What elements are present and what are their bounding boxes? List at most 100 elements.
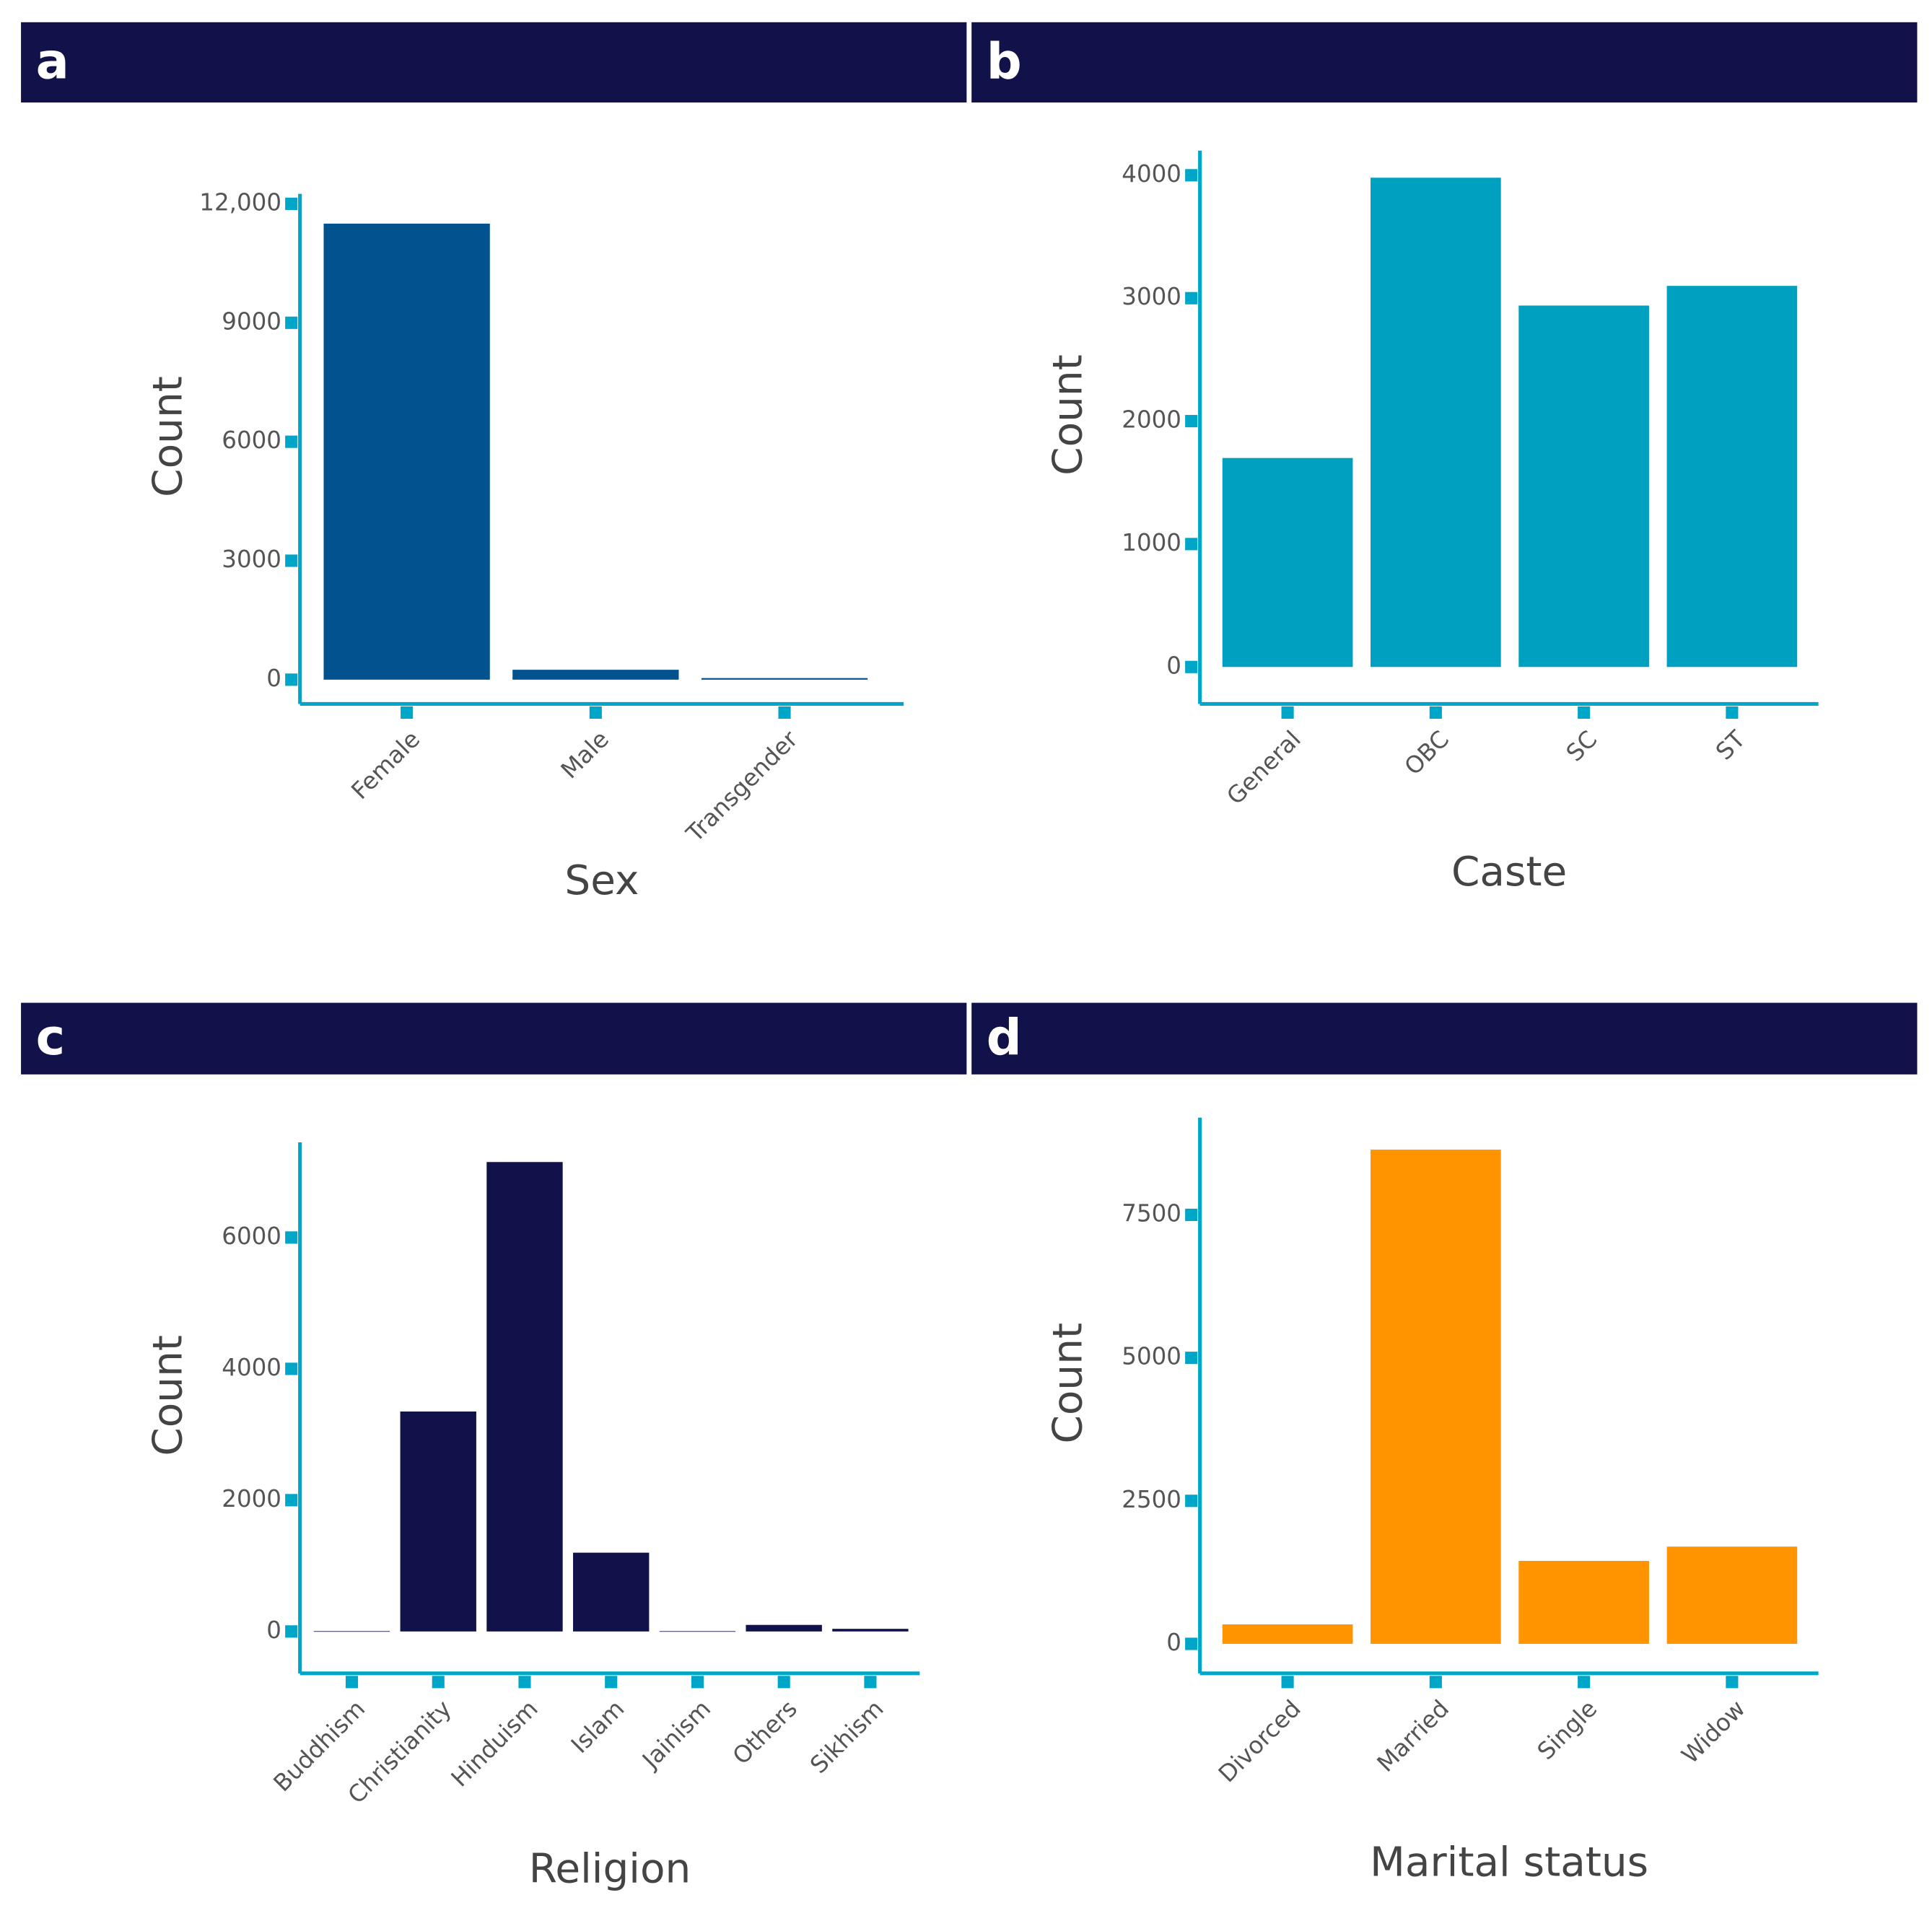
y-tick-label: 2000	[1122, 406, 1181, 434]
x-tick	[605, 1676, 618, 1689]
x-tick	[518, 1676, 531, 1689]
panel-letter: b	[987, 32, 1022, 90]
y-axis-title: Count	[1045, 354, 1092, 476]
panel-header	[21, 1002, 967, 1075]
y-tick	[285, 197, 298, 210]
y-tick	[285, 1625, 298, 1638]
x-axis-title: Religion	[529, 1845, 691, 1892]
x-tick-label: General	[1221, 725, 1306, 810]
bar	[1518, 305, 1649, 668]
bar	[486, 1162, 563, 1632]
y-tick	[1185, 1495, 1198, 1507]
y-axis-title: Count	[1045, 1323, 1092, 1444]
x-tick-label: Female	[346, 725, 425, 805]
x-tick	[1281, 706, 1294, 719]
bar	[323, 223, 490, 680]
x-tick	[589, 706, 602, 719]
y-tick-label: 0	[266, 665, 281, 692]
bar	[1371, 1150, 1501, 1644]
y-tick	[285, 1362, 298, 1375]
y-tick	[285, 1231, 298, 1244]
y-tick	[285, 435, 298, 448]
x-tick	[691, 1676, 704, 1689]
y-tick	[285, 673, 298, 686]
x-tick-label: SC	[1561, 725, 1602, 767]
panel-letter: a	[36, 32, 69, 90]
x-tick-label: OBC	[1399, 725, 1454, 780]
bar	[512, 670, 679, 680]
y-tick-label: 6000	[222, 1222, 281, 1250]
x-tick-label: Sikhism	[805, 1694, 888, 1778]
y-tick-label: 3000	[1122, 283, 1181, 310]
x-tick-label: Single	[1532, 1694, 1603, 1765]
x-tick-label: Transgender	[681, 725, 803, 848]
panel-header	[971, 22, 1918, 103]
y-tick	[285, 1494, 298, 1507]
x-tick	[432, 1676, 445, 1689]
x-tick-label: Widow	[1677, 1694, 1751, 1769]
x-tick-label: Hinduism	[446, 1694, 543, 1792]
x-tick-label: Married	[1372, 1694, 1454, 1777]
y-tick-label: 4000	[1122, 160, 1181, 188]
y-axis-title: Count	[145, 1335, 192, 1456]
panel-letter: c	[36, 1009, 66, 1067]
bar	[1666, 1546, 1798, 1644]
bar	[1666, 286, 1798, 668]
y-tick-label: 6000	[222, 426, 281, 454]
bar	[1222, 458, 1353, 668]
x-tick-label: Islam	[566, 1694, 629, 1758]
y-axis-title: Count	[145, 376, 192, 497]
y-tick	[1185, 292, 1198, 305]
y-tick	[1185, 1637, 1198, 1650]
y-tick-label: 2000	[222, 1485, 281, 1513]
y-tick-label: 12,000	[199, 188, 281, 216]
y-tick	[1185, 538, 1198, 551]
x-tick-label: Divorced	[1213, 1694, 1306, 1787]
bar	[313, 1631, 390, 1632]
x-tick-label: Others	[727, 1694, 803, 1769]
y-tick-label: 4000	[222, 1354, 281, 1381]
bar	[400, 1412, 476, 1632]
x-tick	[1578, 1676, 1591, 1689]
x-tick	[1726, 1676, 1739, 1689]
y-tick	[285, 316, 298, 329]
y-tick-label: 0	[266, 1616, 281, 1644]
y-tick-label: 1000	[1122, 529, 1181, 556]
x-axis-title: Caste	[1451, 849, 1567, 896]
x-tick	[345, 1676, 359, 1689]
panel-letter: d	[987, 1009, 1022, 1067]
x-tick	[778, 706, 791, 719]
x-axis-title: Sex	[564, 857, 639, 904]
x-tick	[1281, 1676, 1294, 1689]
x-tick	[401, 706, 414, 719]
y-tick-label: 2500	[1122, 1486, 1181, 1513]
x-tick	[777, 1676, 790, 1689]
x-axis-title: Marital status	[1370, 1839, 1648, 1886]
x-tick	[1429, 706, 1442, 719]
bar	[659, 1631, 736, 1632]
bar	[746, 1624, 822, 1632]
x-tick	[1726, 706, 1739, 719]
bar	[832, 1629, 909, 1632]
x-tick	[1578, 706, 1591, 719]
x-tick-label: ST	[1710, 725, 1751, 766]
y-tick	[1185, 1208, 1198, 1222]
bar	[1518, 1561, 1649, 1644]
x-tick	[864, 1676, 877, 1689]
y-tick-label: 0	[1166, 1629, 1181, 1656]
x-tick-label: Jainism	[636, 1694, 716, 1774]
panel-header	[21, 22, 967, 103]
y-tick-label: 3000	[222, 546, 281, 573]
y-tick	[1185, 660, 1198, 673]
y-tick-label: 7500	[1122, 1199, 1181, 1227]
panel-header	[971, 1002, 1918, 1075]
y-tick	[1185, 169, 1198, 182]
bar	[1371, 178, 1501, 668]
bar	[701, 678, 868, 680]
y-tick	[285, 554, 298, 567]
y-tick-label: 5000	[1122, 1343, 1181, 1370]
y-tick	[1185, 415, 1198, 428]
x-tick	[1429, 1676, 1442, 1689]
y-tick-label: 0	[1166, 652, 1181, 679]
